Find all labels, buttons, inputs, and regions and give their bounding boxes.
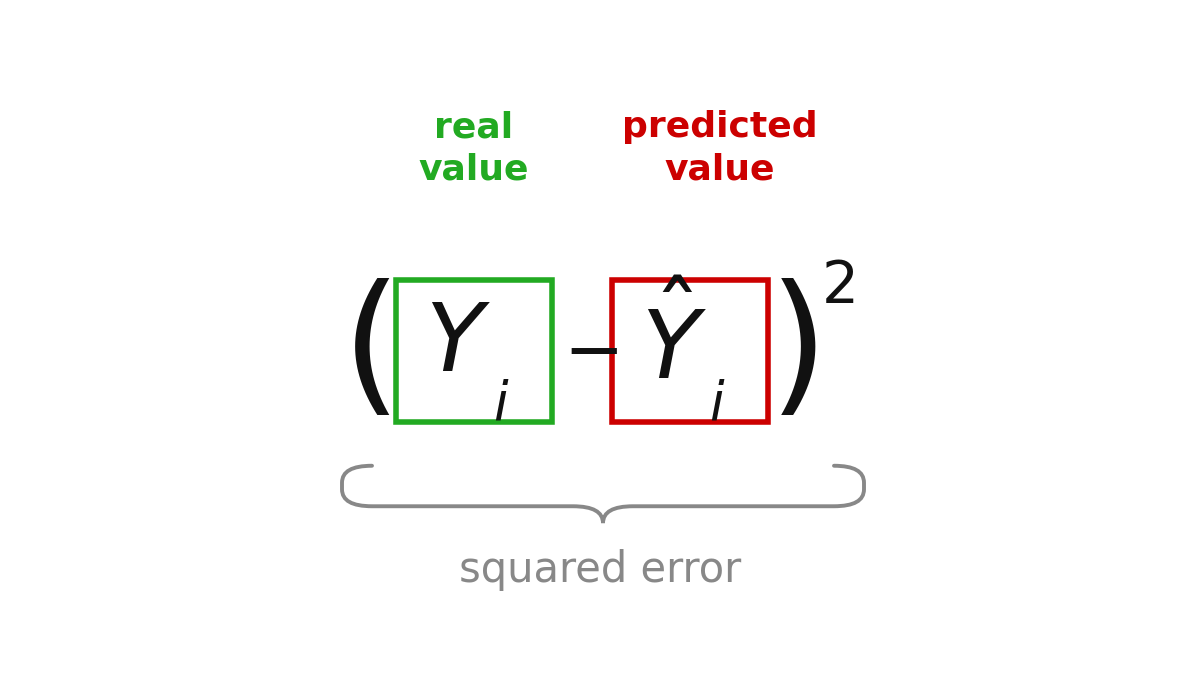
Text: $-$: $-$ [563, 318, 618, 387]
Text: $\hat{Y}$: $\hat{Y}$ [642, 291, 707, 398]
Text: $2$: $2$ [821, 258, 854, 315]
FancyBboxPatch shape [396, 280, 552, 422]
Text: $)$: $)$ [768, 278, 816, 427]
Text: $($: $($ [341, 278, 391, 427]
Text: real
value: real value [419, 111, 529, 186]
FancyBboxPatch shape [612, 280, 768, 422]
Text: $Y$: $Y$ [426, 299, 491, 389]
Text: $i$: $i$ [493, 379, 510, 431]
Text: squared error: squared error [458, 549, 742, 591]
Text: $i$: $i$ [709, 379, 726, 431]
Text: predicted
value: predicted value [622, 111, 818, 186]
